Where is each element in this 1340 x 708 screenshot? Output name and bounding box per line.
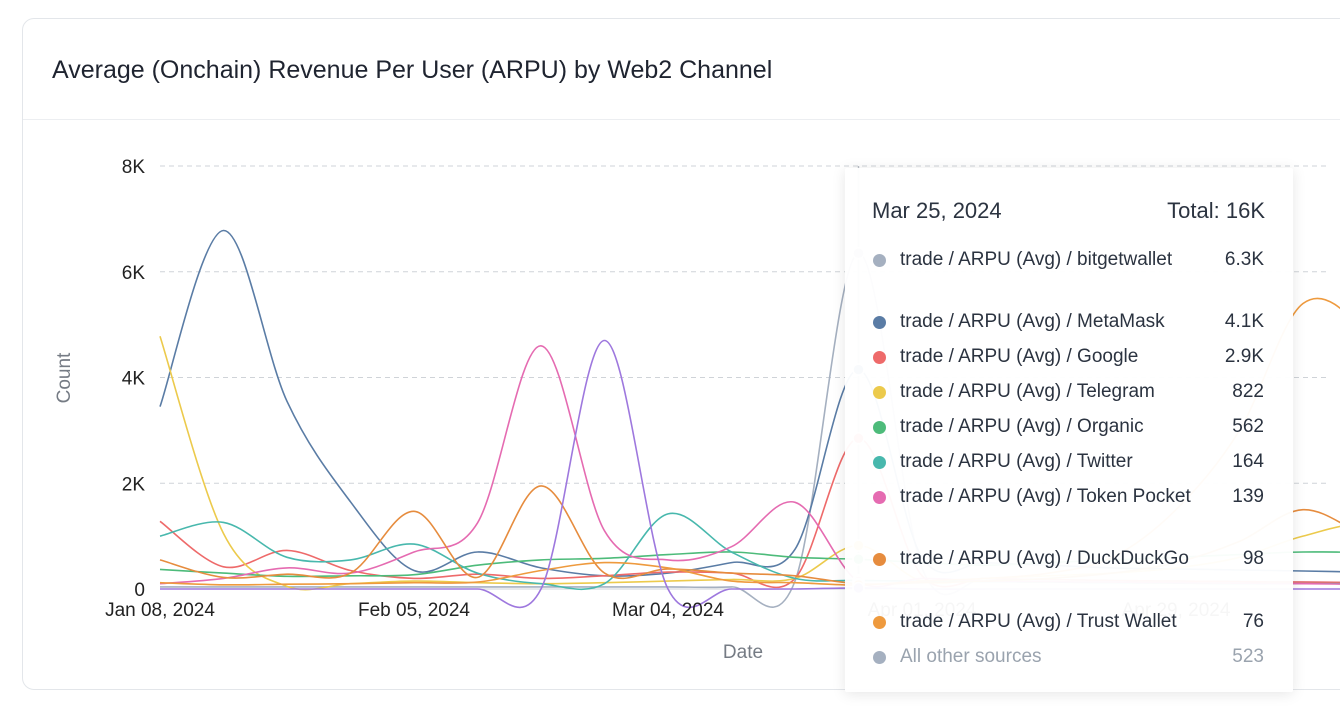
legend-dot-icon xyxy=(873,456,886,469)
tooltip-row-value: 4.1K xyxy=(1224,311,1264,332)
y-tick-label: 4K xyxy=(122,369,146,390)
y-tick-labels: 0 2K 4K 6K 8K xyxy=(122,157,146,601)
tooltip-row-value: 2.9K xyxy=(1224,346,1264,367)
chart-title: Average (Onchain) Revenue Per User (ARPU… xyxy=(52,56,773,84)
tooltip-row-label: trade / ARPU (Avg) / Organic xyxy=(900,416,1144,437)
card-header: Average (Onchain) Revenue Per User (ARPU… xyxy=(23,19,1340,120)
y-tick-label: 2K xyxy=(122,474,146,495)
legend-dot-icon xyxy=(873,421,886,434)
x-tick-label: Jan 08, 2024 xyxy=(105,600,215,621)
legend-dot-icon xyxy=(873,491,886,504)
legend-dot-icon xyxy=(873,651,886,664)
legend-dot-icon xyxy=(873,254,886,267)
tooltip-row-label: trade / ARPU (Avg) / MetaMask xyxy=(900,311,1165,332)
legend-dot-icon xyxy=(873,316,886,329)
y-tick-label: 8K xyxy=(122,157,146,178)
tooltip-total: Total: 16K xyxy=(1167,198,1265,223)
tooltip-row-label: trade / ARPU (Avg) / Twitter xyxy=(900,451,1133,472)
tooltip-header: Mar 25, 2024 Total: 16K xyxy=(872,198,1265,228)
tooltip-row-value: 562 xyxy=(1232,416,1264,437)
tooltip-row-value: 139 xyxy=(1232,486,1264,507)
y-axis-title: Count xyxy=(54,352,75,403)
tooltip-row-label: trade / ARPU (Avg) / Trust Wallet xyxy=(900,611,1177,632)
tooltip-row-value: 98 xyxy=(1242,548,1264,569)
tooltip-row-label: trade / ARPU (Avg) / DuckDuckGo xyxy=(900,548,1189,569)
legend-dot-icon xyxy=(873,553,886,566)
x-tick-label: Mar 04, 2024 xyxy=(612,600,724,621)
tooltip-row-label: trade / ARPU (Avg) / Google xyxy=(900,346,1139,367)
chart-tooltip: Mar 25, 2024 Total: 16K trade / ARPU (Av… xyxy=(845,168,1293,692)
tooltip-date: Mar 25, 2024 xyxy=(872,198,1002,223)
y-tick-label: 6K xyxy=(122,263,146,284)
x-axis-title: Date xyxy=(723,642,763,663)
legend-dot-icon xyxy=(873,616,886,629)
tooltip-row-label: trade / ARPU (Avg) / Telegram xyxy=(900,381,1155,402)
legend-dot-icon xyxy=(873,386,886,399)
tooltip-row-label: trade / ARPU (Avg) / Token Pocket xyxy=(900,486,1191,507)
tooltip-row-value: 6.3K xyxy=(1224,249,1264,270)
tooltip-row-label: All other sources xyxy=(900,646,1042,667)
tooltip-row-value: 523 xyxy=(1232,646,1264,667)
tooltip-row-label: trade / ARPU (Avg) / bitgetwallet xyxy=(900,249,1173,270)
y-tick-label: 0 xyxy=(134,580,145,601)
tooltip-row-value: 822 xyxy=(1232,381,1264,402)
tooltip-row-value: 164 xyxy=(1232,451,1264,472)
x-tick-label: Feb 05, 2024 xyxy=(358,600,470,621)
legend-dot-icon xyxy=(873,351,886,364)
tooltip-row-value: 76 xyxy=(1242,611,1264,632)
